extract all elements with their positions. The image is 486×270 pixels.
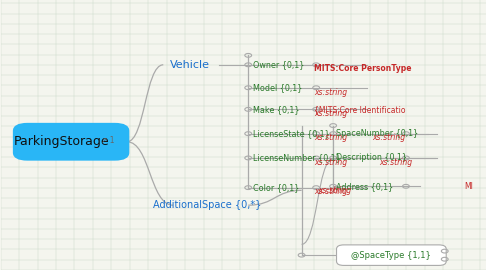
Text: xs:string: xs:string [314, 133, 347, 143]
Text: {MITS:Core Identificatio: {MITS:Core Identificatio [314, 105, 405, 114]
Text: Description {0,1}: Description {0,1} [335, 153, 407, 163]
Text: Color {0,1}: Color {0,1} [253, 183, 299, 192]
FancyBboxPatch shape [336, 245, 446, 265]
Text: Vehicle: Vehicle [170, 60, 210, 70]
Text: ↗ 1: ↗ 1 [101, 136, 114, 145]
Text: xs:string: xs:string [314, 109, 347, 119]
Text: LicenseNumber {0,1}: LicenseNumber {0,1} [253, 153, 341, 163]
Text: Owner {0,1}: Owner {0,1} [253, 60, 304, 69]
Text: MITS:Core PersonType: MITS:Core PersonType [314, 64, 411, 73]
FancyBboxPatch shape [13, 123, 129, 161]
Text: LicenseState {0,1}: LicenseState {0,1} [253, 129, 330, 138]
Text: xs:string: xs:string [314, 87, 347, 97]
Text: ParkingStorage: ParkingStorage [14, 135, 109, 148]
Text: xs:string: xs:string [379, 158, 412, 167]
Text: Model {0,1}: Model {0,1} [253, 83, 302, 92]
Text: AdditionalSpace {0,*}: AdditionalSpace {0,*} [153, 200, 261, 210]
Text: SpaceNumber {0,1}: SpaceNumber {0,1} [335, 129, 418, 138]
Text: xs:string: xs:string [314, 158, 347, 167]
Text: xs:string: xs:string [372, 133, 405, 143]
Text: xs:string: xs:string [319, 186, 352, 195]
Text: Address {0,1}: Address {0,1} [335, 182, 393, 191]
Text: xs:string: xs:string [314, 187, 347, 196]
Text: Make {0,1}: Make {0,1} [253, 105, 299, 114]
Text: @SpaceType {1,1}: @SpaceType {1,1} [351, 251, 431, 260]
Text: MI: MI [464, 182, 473, 191]
